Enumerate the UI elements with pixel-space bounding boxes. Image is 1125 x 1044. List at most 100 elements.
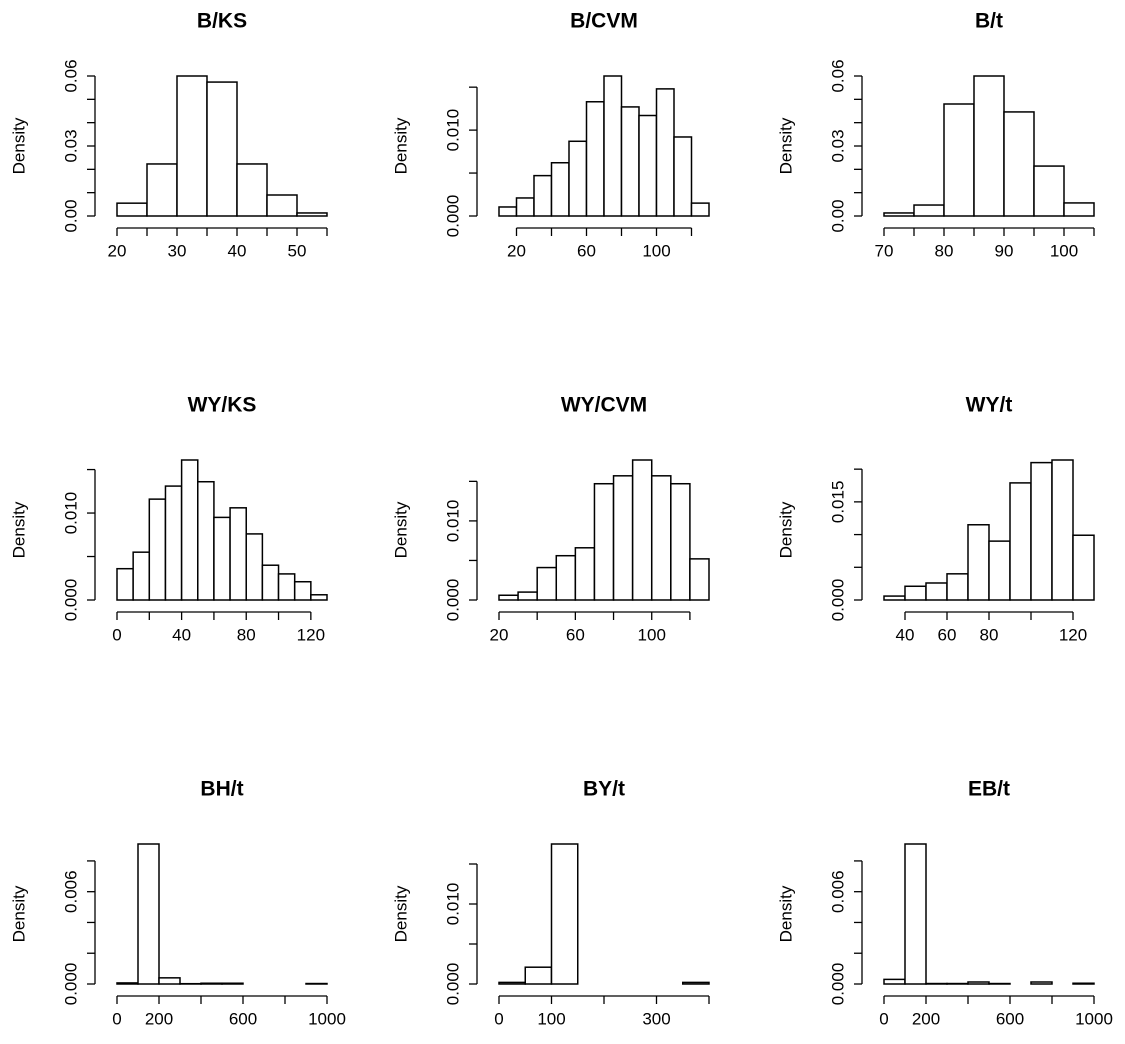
x-tick-label: 100 xyxy=(638,625,666,644)
bar xyxy=(176,75,208,217)
y-axis-label: Density xyxy=(9,885,28,942)
y-tick-label: 0.010 xyxy=(61,492,80,535)
y-tick-label: 0.000 xyxy=(443,579,462,622)
bar xyxy=(603,75,623,217)
bar xyxy=(550,843,579,985)
x-tick-label: 100 xyxy=(642,241,670,260)
x-tick-label: 120 xyxy=(297,625,325,644)
y-tick-label: 0.03 xyxy=(61,129,80,162)
bar xyxy=(158,977,181,985)
bar xyxy=(1009,482,1032,601)
bar xyxy=(498,594,519,601)
x-tick-label: 1000 xyxy=(1075,1009,1113,1028)
y-tick-label: 0.000 xyxy=(443,963,462,1006)
y-tick-label: 0.03 xyxy=(828,129,847,162)
chart-title: EB/t xyxy=(968,778,1010,801)
bar xyxy=(293,580,312,601)
bar xyxy=(229,507,247,601)
y-axis-label: Density xyxy=(776,885,795,942)
x-tick-label: 20 xyxy=(490,625,509,644)
x-tick-label: 60 xyxy=(938,625,957,644)
y-axis-label: Density xyxy=(391,885,410,942)
bar xyxy=(593,482,615,601)
bar xyxy=(904,843,927,985)
x-tick-label: 0 xyxy=(112,1009,121,1028)
chart-title: WY/CVM xyxy=(561,394,647,417)
bar xyxy=(967,981,990,985)
x-tick-label: 600 xyxy=(996,1009,1024,1028)
bar xyxy=(967,524,990,601)
bar xyxy=(973,75,1005,217)
x-tick-label: 60 xyxy=(577,241,596,260)
bar xyxy=(236,163,268,217)
bar xyxy=(1072,982,1095,985)
bar xyxy=(883,212,915,217)
x-tick-label: 70 xyxy=(875,241,894,260)
x-tick-label: 1000 xyxy=(308,1009,346,1028)
bar xyxy=(116,567,134,601)
chart-title: B/KS xyxy=(197,10,247,33)
y-tick-label: 0.006 xyxy=(61,870,80,913)
y-axis-label: Density xyxy=(9,117,28,174)
bar xyxy=(533,174,553,217)
x-tick-label: 600 xyxy=(229,1009,257,1028)
x-tick-label: 100 xyxy=(537,1009,565,1028)
bar xyxy=(180,459,199,601)
y-tick-label: 0.00 xyxy=(61,199,80,232)
bar xyxy=(655,88,675,217)
x-tick-label: 0 xyxy=(494,1009,503,1028)
bar xyxy=(164,485,183,601)
y-axis-label: Density xyxy=(776,501,795,558)
bar xyxy=(310,594,328,601)
bar xyxy=(148,498,167,601)
x-tick-label: 300 xyxy=(642,1009,670,1028)
chart-title: WY/KS xyxy=(188,394,257,417)
bar xyxy=(206,81,238,217)
chart-title: B/CVM xyxy=(570,10,638,33)
bar xyxy=(1063,202,1095,217)
bar xyxy=(137,843,160,985)
bar xyxy=(524,966,553,985)
bar xyxy=(515,197,535,217)
bar xyxy=(612,475,634,601)
bar xyxy=(555,554,577,601)
bar xyxy=(638,114,658,217)
bar xyxy=(943,103,975,217)
bar xyxy=(689,558,710,601)
y-tick-label: 0.006 xyxy=(828,870,847,913)
bar xyxy=(200,982,223,985)
bar xyxy=(913,204,945,217)
x-tick-label: 200 xyxy=(912,1009,940,1028)
x-tick-label: 40 xyxy=(896,625,915,644)
bar xyxy=(213,516,231,601)
bar xyxy=(988,540,1011,601)
y-tick-label: 0.000 xyxy=(443,195,462,238)
x-tick-label: 0 xyxy=(112,625,121,644)
chart-title: B/t xyxy=(975,10,1003,33)
x-tick-label: 120 xyxy=(1059,625,1087,644)
y-tick-label: 0.00 xyxy=(828,199,847,232)
bar xyxy=(498,981,526,985)
x-tick-label: 0 xyxy=(879,1009,888,1028)
bar xyxy=(574,547,596,601)
bar xyxy=(1030,981,1053,985)
bar xyxy=(1033,165,1065,217)
chart-title: BY/t xyxy=(583,778,625,801)
y-axis-label: Density xyxy=(776,117,795,174)
bar xyxy=(585,101,605,217)
bar xyxy=(690,202,710,217)
y-tick-label: 0.015 xyxy=(828,481,847,524)
y-tick-label: 0.000 xyxy=(828,963,847,1006)
y-tick-label: 0.06 xyxy=(61,59,80,92)
bar xyxy=(116,202,148,217)
x-tick-label: 40 xyxy=(172,625,191,644)
x-tick-label: 30 xyxy=(168,241,187,260)
bar xyxy=(631,459,653,601)
y-tick-label: 0.010 xyxy=(443,500,462,543)
bar xyxy=(517,591,538,601)
bar xyxy=(1072,534,1095,601)
bar xyxy=(498,206,518,217)
bar xyxy=(883,978,906,985)
y-axis-label: Density xyxy=(391,501,410,558)
bar xyxy=(673,136,693,217)
